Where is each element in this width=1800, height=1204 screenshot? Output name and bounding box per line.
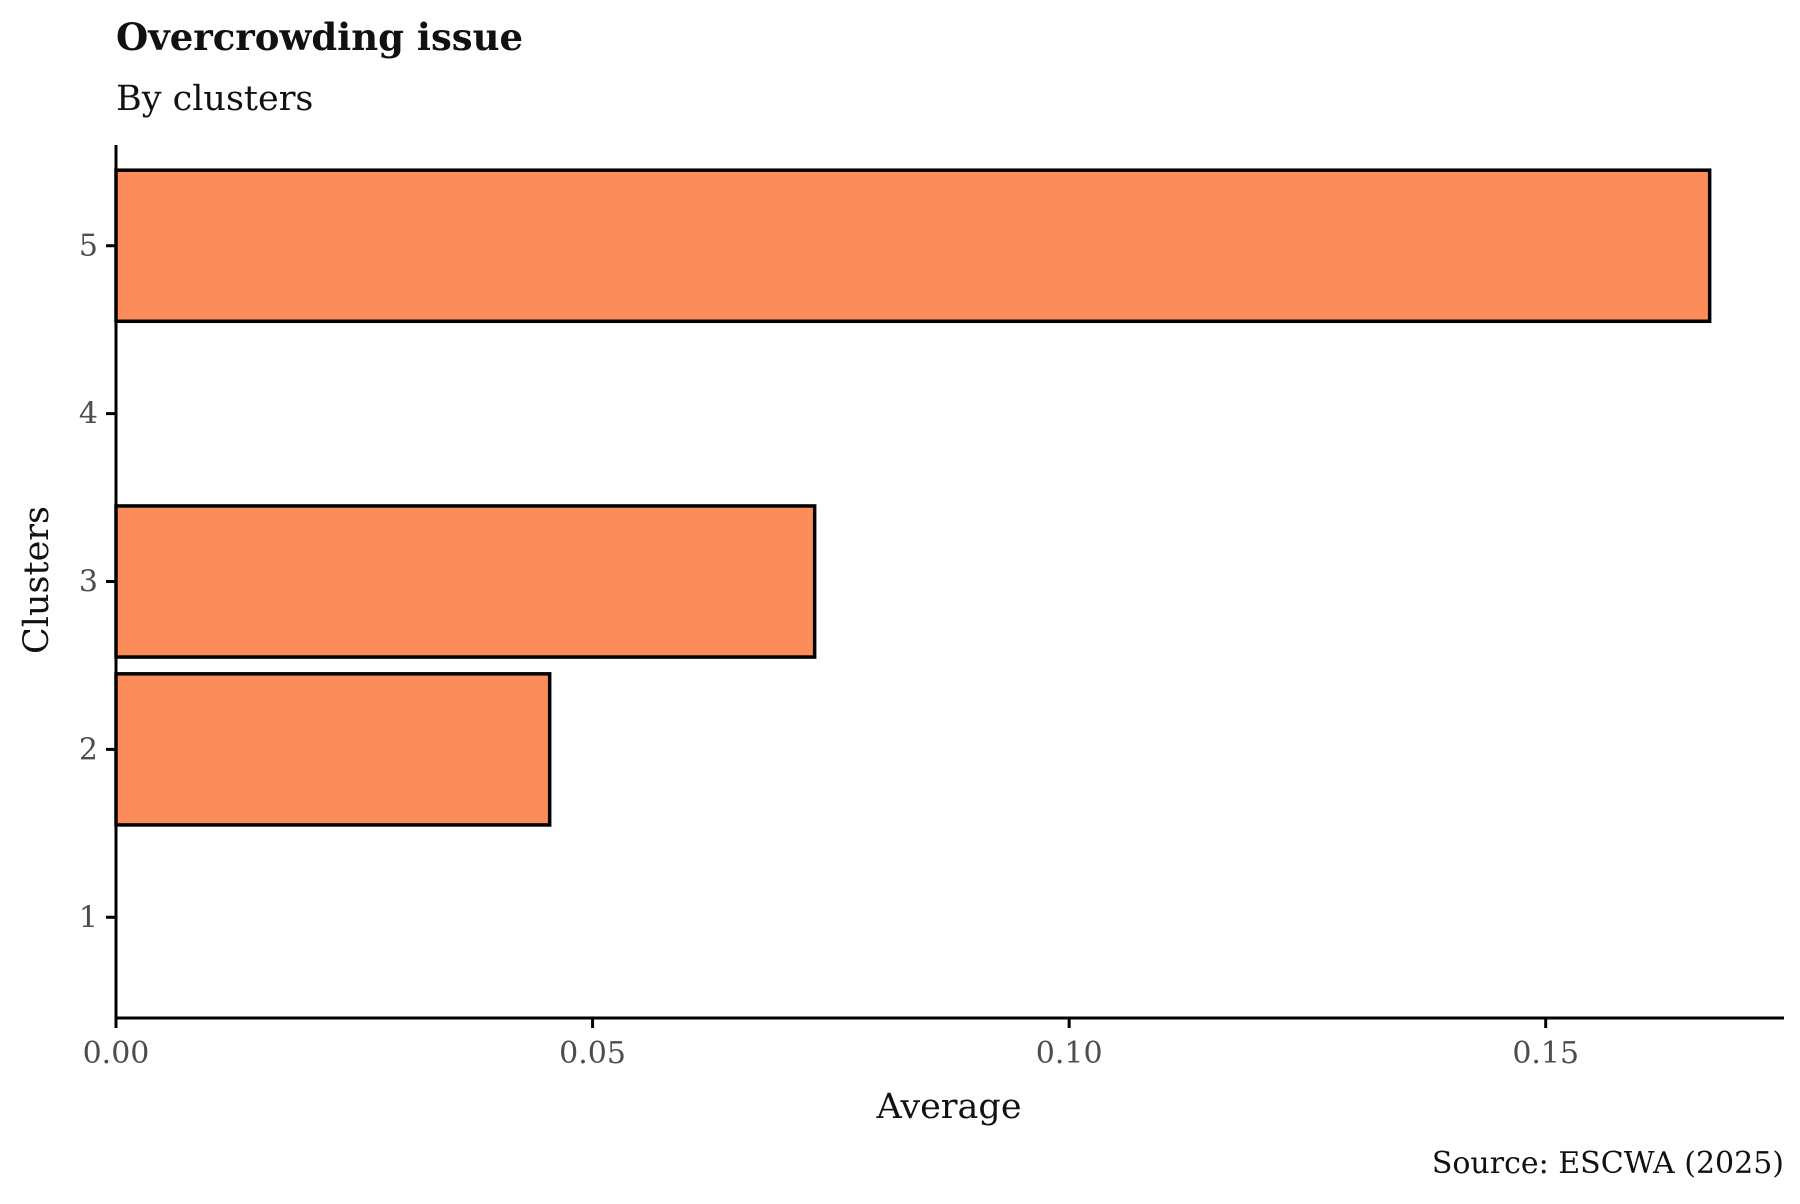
y-tick-label-2: 2 [79,732,98,767]
chart-subtitle: By clusters [116,79,313,119]
x-axis-title: Average [875,1087,1021,1127]
bar-cluster-3 [114,504,817,659]
y-tick-label-3: 3 [79,565,98,600]
y-tick-label-4: 4 [79,397,98,432]
bar-cluster-2 [114,672,552,827]
x-tick-label-3: 0.15 [1512,1036,1579,1071]
y-tick-label-5: 5 [79,229,98,264]
chart-caption: Source: ESCWA (2025) [1432,1146,1784,1181]
x-tick-label-2: 0.10 [1036,1036,1103,1071]
y-axis: 1 2 3 4 5 [79,145,118,1018]
y-axis-title: Clusters [17,506,57,654]
bars-group [114,168,1712,827]
x-tick-label-0: 0.00 [83,1036,150,1071]
chart-title: Overcrowding issue [116,15,523,59]
y-tick-label-1: 1 [79,900,98,935]
bar-cluster-5 [114,168,1712,324]
x-tick-label-1: 0.05 [559,1036,626,1071]
x-axis: 0.00 0.05 0.10 0.15 [83,1016,1784,1071]
